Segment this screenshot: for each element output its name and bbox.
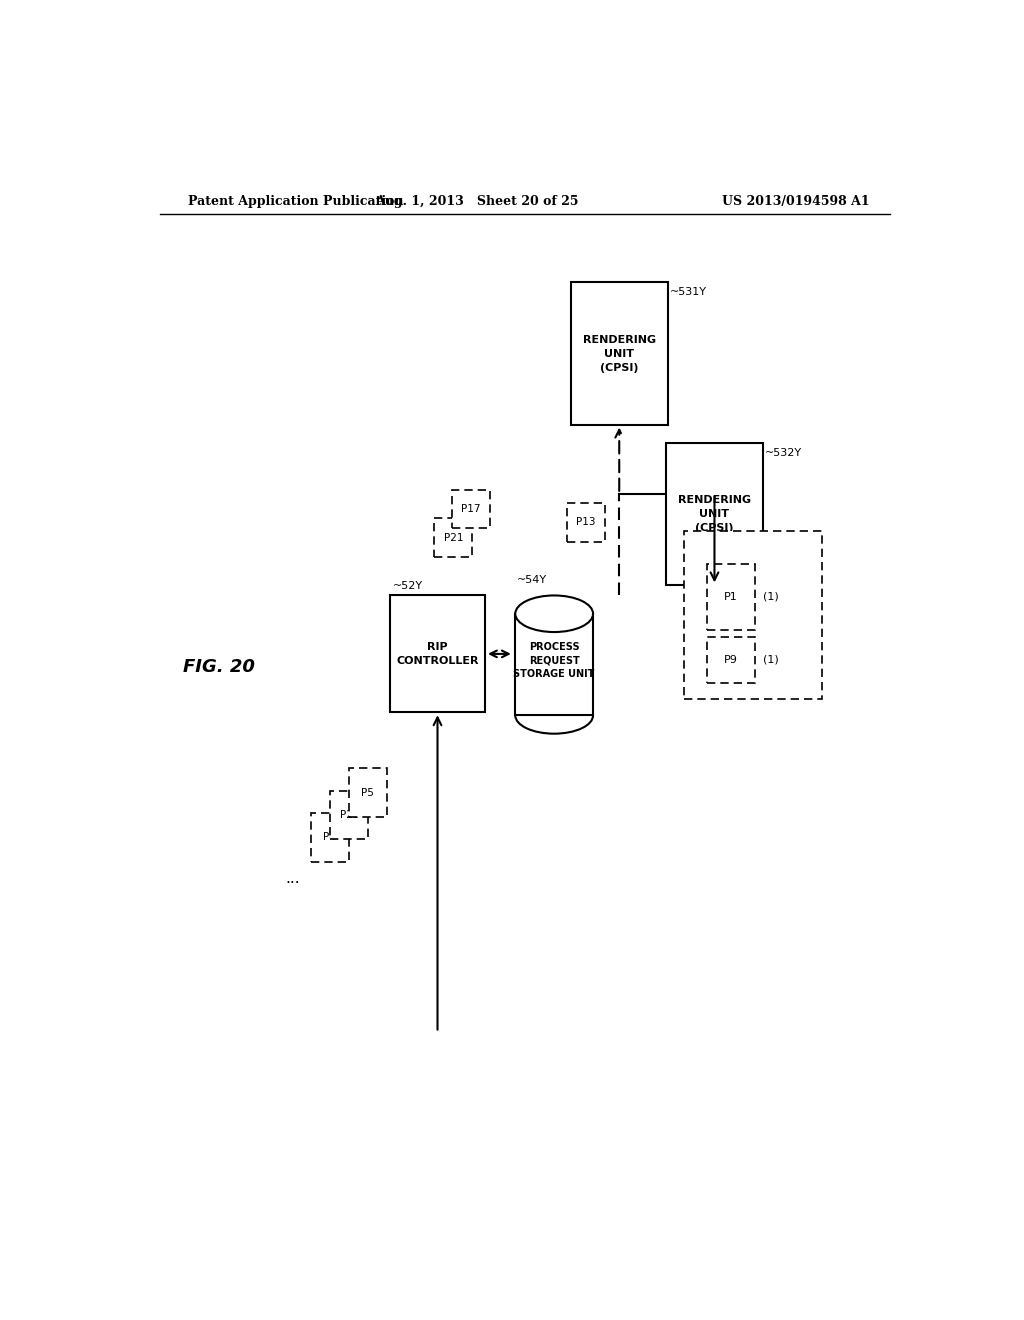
- Text: RENDERING
UNIT
(CPSI): RENDERING UNIT (CPSI): [678, 495, 751, 533]
- FancyBboxPatch shape: [567, 503, 605, 541]
- Text: ~52Y: ~52Y: [393, 581, 423, 591]
- FancyBboxPatch shape: [310, 813, 348, 862]
- Text: Patent Application Publication: Patent Application Publication: [187, 194, 403, 207]
- Text: P13: P13: [577, 517, 596, 527]
- Text: RENDERING
UNIT
(CPSI): RENDERING UNIT (CPSI): [583, 334, 655, 372]
- FancyBboxPatch shape: [708, 564, 755, 630]
- Text: ~532Y: ~532Y: [765, 447, 803, 458]
- Text: (1): (1): [763, 591, 778, 602]
- Text: P1: P1: [724, 591, 738, 602]
- Text: ~531Y: ~531Y: [670, 288, 707, 297]
- Text: P9: P9: [724, 655, 738, 665]
- Text: P21: P21: [443, 532, 463, 543]
- Text: ...: ...: [286, 870, 300, 886]
- Text: PROCESS
REQUEST
STORAGE UNIT: PROCESS REQUEST STORAGE UNIT: [513, 643, 595, 678]
- FancyBboxPatch shape: [708, 638, 755, 682]
- Bar: [515, 614, 593, 715]
- FancyBboxPatch shape: [348, 768, 387, 817]
- Text: P25: P25: [340, 810, 359, 820]
- FancyBboxPatch shape: [331, 791, 369, 840]
- FancyBboxPatch shape: [390, 595, 485, 713]
- Ellipse shape: [515, 595, 593, 632]
- Text: US 2013/0194598 A1: US 2013/0194598 A1: [722, 194, 870, 207]
- Text: ~54Y: ~54Y: [517, 576, 547, 585]
- FancyBboxPatch shape: [434, 519, 472, 557]
- Text: FIG. 20: FIG. 20: [183, 657, 255, 676]
- Text: RIP
CONTROLLER: RIP CONTROLLER: [396, 642, 479, 665]
- FancyBboxPatch shape: [684, 532, 822, 700]
- FancyBboxPatch shape: [452, 490, 489, 528]
- Text: Aug. 1, 2013   Sheet 20 of 25: Aug. 1, 2013 Sheet 20 of 25: [376, 194, 579, 207]
- Text: P5: P5: [361, 788, 374, 797]
- Text: (1): (1): [763, 655, 778, 665]
- FancyBboxPatch shape: [570, 282, 668, 425]
- Text: P17: P17: [461, 504, 480, 513]
- Text: P4: P4: [324, 833, 336, 842]
- FancyBboxPatch shape: [666, 444, 763, 585]
